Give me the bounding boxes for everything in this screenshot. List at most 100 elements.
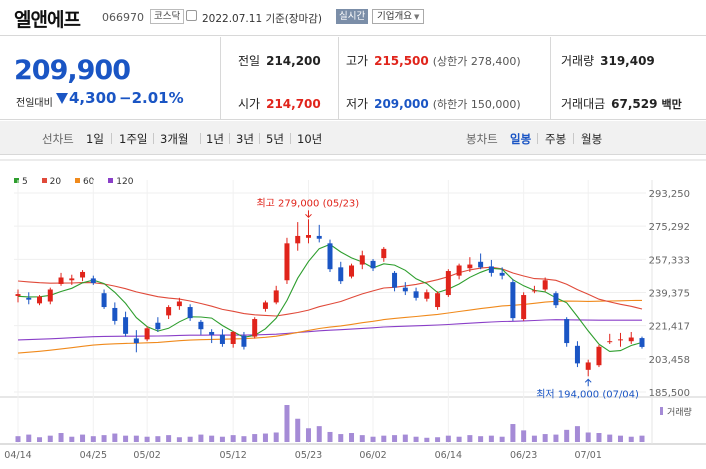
volume-bar [230, 435, 236, 442]
ma-legend: 5 20 60 120 [14, 177, 144, 187]
legend-ma120: 120 [108, 177, 133, 187]
volume-bar [176, 437, 182, 442]
candle-body [585, 362, 591, 370]
legend-ma5: 5 [14, 177, 28, 187]
candle-body [219, 334, 225, 344]
max-annotation: 최고 279,000 (05/23) [256, 197, 359, 209]
open-cell: 시가 214,700 [238, 95, 321, 112]
candle-body [478, 261, 484, 268]
change-label: 전일대비 [16, 98, 53, 109]
candle-body [252, 319, 258, 337]
candle-body [198, 321, 204, 330]
high-value: 215,500 [374, 54, 429, 68]
volume-bar [370, 436, 376, 442]
candle-body [531, 290, 537, 292]
divider [550, 37, 551, 119]
candle-body [101, 293, 107, 308]
upper-limit: (상한가 278,400) [432, 55, 521, 68]
divider [573, 133, 574, 144]
volume-bar [305, 428, 311, 442]
tab-1y[interactable]: 1년 [206, 132, 224, 146]
divider [153, 133, 154, 144]
candle-body [327, 243, 333, 270]
candle-body [381, 248, 387, 259]
tab-3y[interactable]: 3년 [236, 132, 254, 146]
ma60-line [17, 299, 643, 354]
candle-body [166, 307, 172, 316]
candle-body [596, 346, 602, 366]
x-tick-label: 06/23 [510, 450, 537, 461]
volume-bar [90, 436, 96, 442]
tab-weekly[interactable]: 주봉 [545, 132, 567, 146]
legend-swatch [108, 178, 114, 183]
tab-1d[interactable]: 1일 [86, 132, 104, 146]
candle-body [155, 322, 161, 330]
volume-bar [628, 436, 634, 442]
candle-body [69, 278, 75, 281]
amount-unit: 백만 [661, 98, 682, 111]
legend-swatch [74, 178, 80, 183]
volume-bar [424, 437, 430, 442]
volume-bar [435, 437, 441, 442]
volume-bar [381, 435, 387, 442]
candle-body [123, 317, 129, 334]
volume-bar [574, 426, 580, 442]
x-tick-label: 04/25 [80, 450, 107, 461]
ma20-line [17, 266, 643, 317]
stock-header: 엘앤에프 066970 코스닥 2022.07.11 기준(장마감) 실시간 기… [0, 0, 706, 36]
volume-bar [478, 436, 484, 442]
y-tick-label: 239,375 [649, 289, 690, 300]
realtime-button[interactable]: 실시간 [336, 9, 369, 24]
candle-body [47, 289, 53, 302]
tab-monthly[interactable]: 월봉 [581, 132, 603, 146]
candle-body [435, 293, 441, 308]
x-tick-label: 07/01 [575, 450, 602, 461]
candle-body [553, 293, 559, 306]
volume-bar [58, 433, 64, 442]
legend-swatch [41, 178, 47, 183]
base-date: 2022.07.11 기준(장마감) [202, 13, 322, 25]
y-tick-label: 257,333 [649, 255, 690, 266]
volume-bar [284, 405, 290, 442]
volume-bar [26, 434, 32, 442]
tab-5y[interactable]: 5년 [266, 132, 284, 146]
change-value: 4,300 [69, 89, 117, 107]
candle-body [176, 301, 182, 307]
candle-body [230, 331, 236, 344]
quote-panel: 209,900 전일대비 4,300 −2.01% 전일 214,200 고가 21… [0, 37, 706, 120]
company-info-button[interactable]: 기업개요 ▼ [372, 9, 425, 24]
x-tick-label: 06/02 [359, 450, 386, 461]
candle-body [564, 319, 570, 344]
volume-bar [521, 430, 527, 442]
tab-daily[interactable]: 일봉 [510, 132, 532, 146]
candle-body [37, 296, 43, 304]
volume-cell: 거래량 319,409 [561, 52, 655, 69]
volume-bar [37, 437, 43, 442]
candle-body [424, 292, 430, 299]
open-value: 214,700 [266, 97, 321, 111]
volume-bar [542, 434, 548, 442]
down-arrow-icon [56, 93, 68, 104]
volume-bar [338, 434, 344, 442]
candle-body [445, 271, 451, 296]
tab-10y[interactable]: 10년 [297, 132, 323, 146]
volume-legend-label: 거래량 [667, 406, 692, 418]
open-label: 시가 [238, 97, 261, 111]
volume-bar [617, 435, 623, 442]
candle-body [488, 266, 494, 273]
legend-swatch [14, 178, 19, 183]
volume-label: 거래량 [561, 54, 595, 68]
candle-body [305, 235, 311, 238]
divider [220, 37, 221, 119]
x-tick-label: 05/12 [219, 450, 246, 461]
tab-3m[interactable]: 3개월 [160, 132, 189, 146]
volume-bar [262, 433, 268, 442]
volume-bar [123, 435, 129, 442]
candle-body [262, 302, 268, 309]
candle-body [392, 272, 398, 288]
tab-1w[interactable]: 1주일 [119, 132, 148, 146]
volume-bar [209, 435, 215, 442]
y-tick-label: 221,417 [649, 322, 690, 333]
amount-label: 거래대금 [561, 97, 606, 111]
